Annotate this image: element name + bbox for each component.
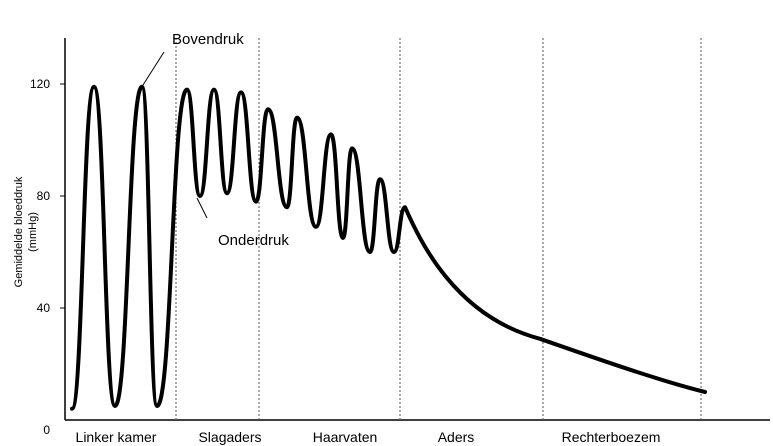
section-label: Slagaders (198, 429, 261, 445)
pressure-curve (70, 84, 707, 411)
y-tick-label: 80 (37, 189, 51, 203)
section-label: Haarvaten (313, 429, 378, 445)
y-tick-label: 40 (37, 301, 51, 315)
bovendruk-leader (142, 51, 165, 86)
y-tick-label: 120 (30, 77, 50, 91)
section-labels: Linker kamer Slagaders Haarvaten Aders Recht… (76, 429, 661, 445)
onderdruk-leader (196, 197, 208, 219)
y-ticks: 0 40 80 120 (30, 77, 65, 437)
section-label: Linker kamer (76, 429, 157, 445)
section-dividers (175, 38, 702, 420)
section-label: Rechterboezem (562, 429, 661, 445)
y-axis-label: Gemiddelde bloeddruk (13, 176, 25, 287)
y-axis-unit: (mmHg) (27, 212, 39, 252)
y-tick-label: 0 (43, 423, 50, 437)
section-label: Aders (438, 429, 475, 445)
bovendruk-label: Bovendruk (172, 31, 244, 48)
onderdruk-label: Onderdruk (218, 232, 289, 249)
